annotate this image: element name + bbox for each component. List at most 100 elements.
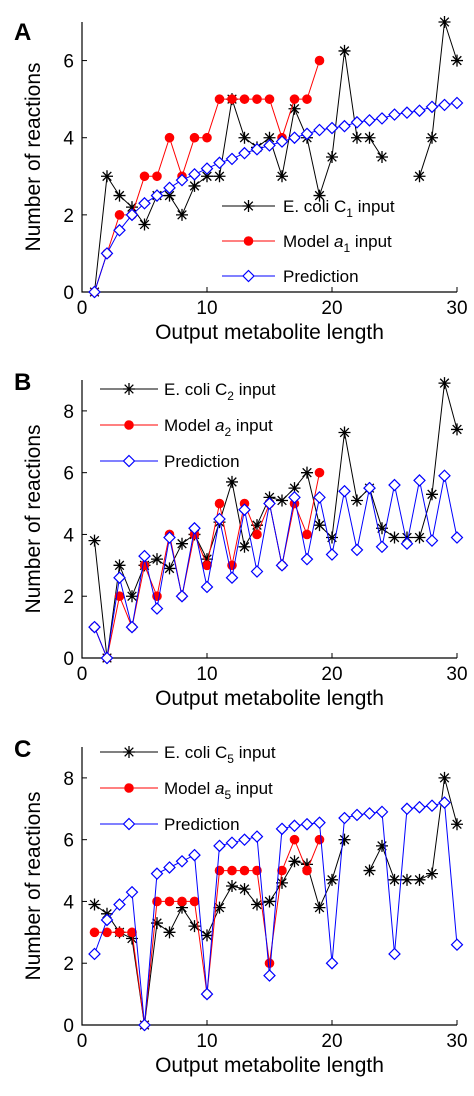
data-point bbox=[201, 929, 213, 942]
y-axis-label: Number of reactions bbox=[22, 424, 45, 613]
data-point bbox=[238, 131, 251, 144]
data-point bbox=[338, 484, 351, 498]
data-point bbox=[227, 865, 237, 876]
data-point bbox=[338, 426, 351, 439]
data-point bbox=[277, 865, 287, 876]
data-point bbox=[275, 558, 289, 572]
data-point bbox=[113, 571, 126, 585]
data-point bbox=[125, 620, 139, 634]
data-point bbox=[338, 44, 351, 57]
panel-label: C bbox=[14, 736, 31, 763]
data-point bbox=[126, 932, 138, 945]
series-line bbox=[94, 475, 458, 660]
data-point bbox=[350, 543, 364, 557]
data-point bbox=[363, 864, 376, 877]
data-point bbox=[426, 867, 438, 880]
data-point bbox=[338, 119, 351, 133]
data-point bbox=[213, 170, 226, 183]
data-point bbox=[350, 115, 364, 129]
x-tick-label: 30 bbox=[446, 298, 467, 319]
data-point bbox=[288, 102, 301, 115]
y-tick-label: 4 bbox=[63, 525, 74, 546]
x-tick-label: 30 bbox=[446, 664, 467, 685]
data-point bbox=[263, 895, 276, 908]
data-point bbox=[113, 559, 126, 572]
y-tick-label: 8 bbox=[63, 769, 74, 790]
y-tick-label: 0 bbox=[63, 649, 74, 670]
data-point bbox=[150, 602, 164, 615]
data-point bbox=[388, 873, 401, 886]
data-point bbox=[239, 865, 250, 876]
data-point bbox=[450, 938, 464, 952]
data-point bbox=[200, 987, 214, 1001]
data-point bbox=[213, 512, 226, 526]
data-point bbox=[163, 189, 176, 202]
series-2 bbox=[88, 96, 464, 299]
data-point bbox=[238, 833, 251, 847]
data-point bbox=[313, 189, 326, 202]
data-point bbox=[188, 179, 201, 192]
data-point bbox=[201, 170, 213, 183]
data-point bbox=[338, 833, 351, 846]
data-point bbox=[252, 529, 262, 540]
series-2 bbox=[88, 796, 464, 1032]
data-point bbox=[225, 836, 239, 850]
legend: E. coli C5 input Model a5 input Prediction bbox=[100, 743, 276, 834]
data-point bbox=[250, 830, 264, 843]
data-point bbox=[114, 927, 125, 938]
data-point bbox=[252, 865, 262, 876]
data-point bbox=[325, 956, 339, 970]
y-axis-label: Number of reactions bbox=[22, 791, 45, 980]
series-line bbox=[94, 21, 458, 293]
legend-marker bbox=[124, 783, 134, 793]
data-point bbox=[363, 807, 376, 820]
data-point bbox=[213, 901, 226, 914]
data-point bbox=[388, 478, 401, 492]
y-tick-label: 6 bbox=[63, 831, 74, 852]
data-point bbox=[225, 152, 239, 166]
data-point bbox=[413, 474, 426, 487]
data-point bbox=[213, 156, 226, 170]
data-point bbox=[164, 132, 175, 143]
data-point bbox=[151, 553, 163, 566]
data-point bbox=[451, 818, 463, 831]
data-point bbox=[325, 121, 339, 135]
legend-marker bbox=[123, 383, 135, 395]
data-point bbox=[275, 135, 289, 148]
data-point bbox=[438, 771, 451, 784]
data-point bbox=[376, 839, 388, 852]
data-point bbox=[100, 651, 114, 665]
data-point bbox=[413, 800, 426, 814]
data-point bbox=[150, 189, 164, 202]
data-point bbox=[288, 491, 301, 504]
data-point bbox=[163, 562, 176, 575]
data-point bbox=[226, 880, 238, 892]
data-point bbox=[189, 896, 200, 907]
x-axis-label: Output metabolite length bbox=[155, 321, 384, 344]
series-0 bbox=[88, 16, 463, 298]
legend-marker bbox=[122, 454, 136, 468]
data-point bbox=[363, 131, 376, 144]
data-point bbox=[175, 854, 189, 868]
data-point bbox=[250, 565, 264, 578]
data-point bbox=[214, 498, 225, 509]
data-point bbox=[451, 423, 463, 436]
data-point bbox=[177, 896, 187, 907]
data-point bbox=[101, 170, 113, 183]
data-point bbox=[176, 901, 188, 914]
data-point bbox=[400, 802, 414, 816]
y-tick-label: 0 bbox=[63, 1016, 74, 1037]
data-point bbox=[114, 210, 125, 220]
data-point bbox=[450, 96, 464, 110]
data-point bbox=[400, 106, 414, 119]
data-point bbox=[126, 201, 138, 214]
data-point bbox=[238, 146, 251, 160]
data-point bbox=[138, 218, 151, 231]
data-point bbox=[164, 896, 175, 907]
data-point bbox=[188, 168, 201, 181]
y-tick-label: 4 bbox=[63, 892, 74, 913]
data-point bbox=[175, 589, 189, 603]
data-point bbox=[227, 94, 237, 104]
y-tick-label: 2 bbox=[63, 954, 74, 975]
